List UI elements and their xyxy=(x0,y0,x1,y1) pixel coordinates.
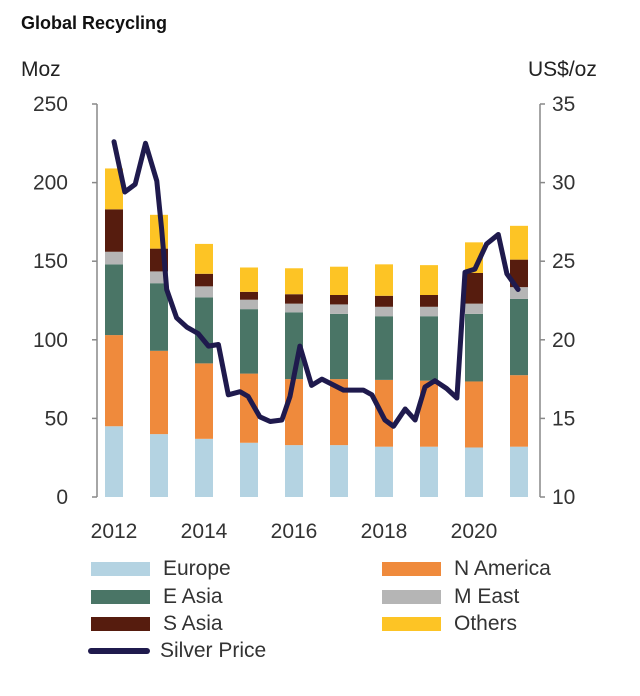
right-axis-unit: US$/oz xyxy=(528,58,597,81)
bar-n-america-2017 xyxy=(330,379,348,446)
bar-others-2015 xyxy=(240,267,258,292)
legend-item-others: Others xyxy=(382,612,517,636)
bar-m-east-2020 xyxy=(465,303,483,314)
legend-label: Silver Price xyxy=(160,639,267,662)
bar-s-asia-2012 xyxy=(105,209,123,252)
bar-m-east-2017 xyxy=(330,304,348,314)
bar-n-america-2012 xyxy=(105,335,123,427)
bar-europe-2017 xyxy=(330,445,348,497)
bar-others-2019 xyxy=(420,265,438,295)
legend-swatch xyxy=(382,590,441,604)
left-tick-label: 0 xyxy=(56,486,68,509)
bar-m-east-2021 xyxy=(510,287,528,299)
bar-m-east-2014 xyxy=(195,286,213,298)
chart-title: Global Recycling xyxy=(21,13,168,33)
bar-others-2018 xyxy=(375,264,393,296)
left-tick-label: 150 xyxy=(33,250,68,273)
legend-item-e-asia: E Asia xyxy=(91,585,223,609)
bar-n-america-2013 xyxy=(150,350,168,435)
bar-s-asia-2018 xyxy=(375,295,393,307)
bar-s-asia-2014 xyxy=(195,273,213,287)
bar-m-east-2012 xyxy=(105,251,123,265)
legend-item-m-east: M East xyxy=(382,585,519,609)
x-tick-label: 2018 xyxy=(361,520,408,543)
right-tick-label: 35 xyxy=(552,93,575,116)
bar-n-america-2020 xyxy=(465,381,483,448)
bar-others-2012 xyxy=(105,168,123,210)
bar-e-asia-2020 xyxy=(465,313,483,382)
legend-label: Others xyxy=(454,612,518,635)
legend-line-swatch xyxy=(88,648,150,654)
left-tick-label: 50 xyxy=(45,407,68,430)
bar-europe-2013 xyxy=(150,434,168,497)
bar-europe-2019 xyxy=(420,446,438,497)
x-tick-label: 2014 xyxy=(181,520,228,543)
bar-s-asia-2017 xyxy=(330,294,348,305)
legend-label: E Asia xyxy=(163,585,223,608)
legend-swatch xyxy=(91,617,150,631)
left-tick-label: 250 xyxy=(33,93,68,116)
left-tick-label: 100 xyxy=(33,329,68,352)
left-axis-unit: Moz xyxy=(21,58,61,81)
x-tick-label: 2020 xyxy=(451,520,498,543)
right-tick-label: 25 xyxy=(552,250,575,273)
bar-s-asia-2020 xyxy=(465,272,483,304)
bar-others-2017 xyxy=(330,266,348,295)
bar-europe-2012 xyxy=(105,426,123,497)
right-tick-label: 30 xyxy=(552,172,575,195)
left-tick-label: 200 xyxy=(33,172,68,195)
right-tick-label: 15 xyxy=(552,407,575,430)
bar-m-east-2013 xyxy=(150,271,168,284)
bar-e-asia-2013 xyxy=(150,283,168,351)
bar-m-east-2019 xyxy=(420,306,438,317)
bar-e-asia-2019 xyxy=(420,316,438,381)
right-tick-label: 20 xyxy=(552,329,575,352)
silver-price-line xyxy=(111,139,521,429)
bar-n-america-2015 xyxy=(240,373,258,443)
legend-swatch xyxy=(382,617,441,631)
bar-s-asia-2015 xyxy=(240,291,258,300)
bar-s-asia-2019 xyxy=(420,294,438,307)
legend-swatch xyxy=(91,562,150,576)
legend-item-silver-price: Silver Price xyxy=(88,639,266,663)
bar-europe-2020 xyxy=(465,447,483,497)
bar-europe-2021 xyxy=(510,446,528,497)
bar-europe-2014 xyxy=(195,438,213,497)
bar-e-asia-2017 xyxy=(330,313,348,380)
bar-m-east-2018 xyxy=(375,306,393,317)
bar-m-east-2015 xyxy=(240,299,258,310)
bar-e-asia-2015 xyxy=(240,309,258,374)
bar-others-2014 xyxy=(195,243,213,274)
bar-others-2016 xyxy=(285,268,303,295)
bar-e-asia-2018 xyxy=(375,316,393,380)
bar-others-2021 xyxy=(510,225,528,260)
bar-europe-2015 xyxy=(240,442,258,497)
legend-label: N America xyxy=(454,557,551,580)
legend-label: M East xyxy=(454,585,520,608)
legend-label: S Asia xyxy=(163,612,223,635)
bar-e-asia-2012 xyxy=(105,264,123,336)
x-tick-label: 2012 xyxy=(91,520,138,543)
right-tick-label: 10 xyxy=(552,486,575,509)
bar-e-asia-2021 xyxy=(510,298,528,376)
legend-item-n-america: N America xyxy=(382,557,551,581)
legend-label: Europe xyxy=(163,557,231,580)
bar-m-east-2016 xyxy=(285,303,303,313)
legend-item-s-asia: S Asia xyxy=(91,612,223,636)
legend-swatch xyxy=(382,562,441,576)
legend-item-europe: Europe xyxy=(91,557,231,581)
bar-n-america-2021 xyxy=(510,375,528,447)
legend-swatch xyxy=(91,590,150,604)
bar-europe-2016 xyxy=(285,445,303,497)
bar-s-asia-2016 xyxy=(285,294,303,304)
bar-e-asia-2014 xyxy=(195,297,213,364)
bar-n-america-2014 xyxy=(195,363,213,439)
bar-europe-2018 xyxy=(375,446,393,497)
x-tick-label: 2016 xyxy=(271,520,318,543)
